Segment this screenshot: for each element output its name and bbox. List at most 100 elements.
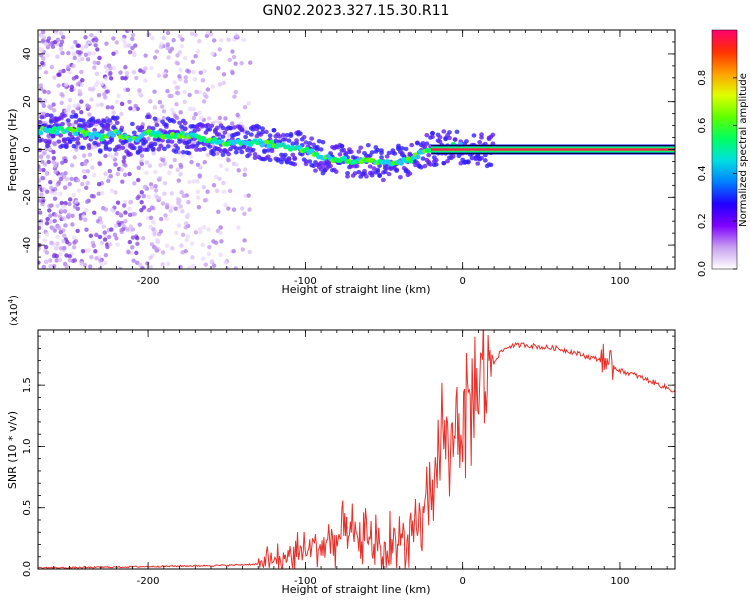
noise-cell	[92, 210, 97, 215]
noise-cell	[114, 40, 119, 45]
ridge-halo-cell	[156, 147, 162, 152]
noise-cell	[57, 225, 62, 231]
noise-cell	[109, 105, 115, 110]
noise-cell	[52, 196, 58, 201]
ridge-halo-cell	[143, 139, 148, 144]
noise-cell	[67, 181, 73, 187]
noise-cell	[73, 119, 79, 125]
noise-cell	[189, 31, 195, 36]
ridge-halo-cell	[386, 150, 392, 156]
noise-cell	[184, 237, 189, 243]
noise-cell	[102, 92, 107, 97]
noise-cell	[231, 248, 236, 254]
ridge-halo-cell	[307, 159, 313, 164]
noise-cell	[71, 63, 76, 69]
ridge-halo-cell	[403, 146, 409, 152]
ridge-halo-cell	[101, 125, 107, 130]
x-tick-label: 0	[459, 276, 465, 287]
ridge-halo-cell	[169, 139, 175, 144]
noise-cell	[89, 33, 94, 38]
noise-cell	[239, 60, 244, 66]
noise-cell	[77, 50, 82, 55]
noise-cell	[187, 179, 192, 185]
noise-cell	[170, 107, 175, 113]
ridge-halo-cell	[139, 147, 145, 152]
noise-cell	[148, 255, 153, 260]
noise-cell	[72, 55, 77, 61]
ridge-halo-cell	[399, 146, 405, 151]
ridge-halo-cell	[422, 163, 428, 169]
noise-cell	[176, 178, 181, 183]
noise-cell	[167, 49, 173, 54]
ridge-halo-cell	[454, 129, 460, 135]
noise-cell	[235, 112, 240, 118]
ridge-halo-cell	[246, 152, 252, 157]
noise-cell	[236, 225, 241, 230]
noise-cell	[69, 176, 74, 182]
noise-cell	[46, 36, 52, 41]
noise-cell	[58, 191, 63, 196]
x-tick-label: -200	[137, 276, 160, 287]
ridge-halo-cell	[348, 149, 354, 155]
noise-cell	[62, 233, 67, 238]
ridge-halo-cell	[231, 125, 237, 130]
ridge-core-cell	[151, 130, 157, 136]
ridge-halo-cell	[345, 174, 350, 179]
noise-cell	[196, 204, 202, 210]
noise-cell	[207, 244, 212, 250]
noise-cell	[196, 195, 201, 200]
ridge-halo-cell	[371, 166, 377, 171]
noise-cell	[149, 185, 154, 190]
ridge-halo-cell	[222, 130, 228, 135]
ridge-halo-cell	[179, 124, 184, 129]
noise-cell	[165, 261, 171, 267]
noise-cell	[54, 253, 59, 259]
noise-cell	[105, 244, 110, 250]
ridge-halo-cell	[318, 160, 324, 166]
ridge-halo-cell	[156, 137, 162, 142]
noise-cell	[191, 263, 196, 269]
noise-cell	[122, 172, 128, 178]
noise-cell	[187, 265, 192, 269]
ridge-core-cell	[309, 148, 315, 154]
noise-cell	[234, 33, 239, 38]
noise-cell	[87, 152, 93, 157]
colorbar-ticks: 0.0 0.2 0.4 0.6 0.8	[697, 70, 737, 277]
ridge-core-cell	[89, 134, 95, 140]
noise-cell	[154, 195, 160, 200]
noise-cell	[138, 262, 143, 268]
noise-cell	[45, 53, 50, 58]
ridge-core-cell	[398, 160, 404, 166]
noise-cell	[171, 38, 176, 43]
ridge-halo-cell	[197, 147, 203, 152]
noise-cell	[64, 253, 69, 258]
noise-cell	[62, 185, 68, 190]
noise-cell	[76, 43, 82, 49]
noise-cell	[137, 91, 142, 96]
noise-cell	[91, 173, 97, 178]
noise-cell	[56, 83, 61, 88]
noise-cell	[111, 110, 116, 115]
ridge-halo-cell	[248, 132, 254, 137]
noise-cell	[154, 49, 160, 54]
noise-cell	[87, 112, 92, 117]
noise-cell	[193, 230, 199, 235]
noise-cell	[99, 240, 105, 246]
noise-cell	[70, 45, 75, 50]
noise-cell	[126, 249, 131, 255]
noise-cell	[223, 260, 228, 265]
ridge-halo-cell	[182, 126, 188, 132]
noise-cell	[226, 37, 231, 42]
noise-cell	[38, 246, 41, 252]
noise-cell	[197, 39, 202, 44]
noise-cell	[92, 65, 97, 70]
ridge-halo-cell	[356, 149, 362, 154]
noise-cell	[73, 238, 79, 244]
noise-cell	[84, 227, 89, 232]
noise-cell	[38, 178, 42, 183]
ridge-halo-cell	[273, 138, 279, 143]
noise-cell	[66, 104, 72, 110]
noise-cell	[242, 172, 247, 177]
